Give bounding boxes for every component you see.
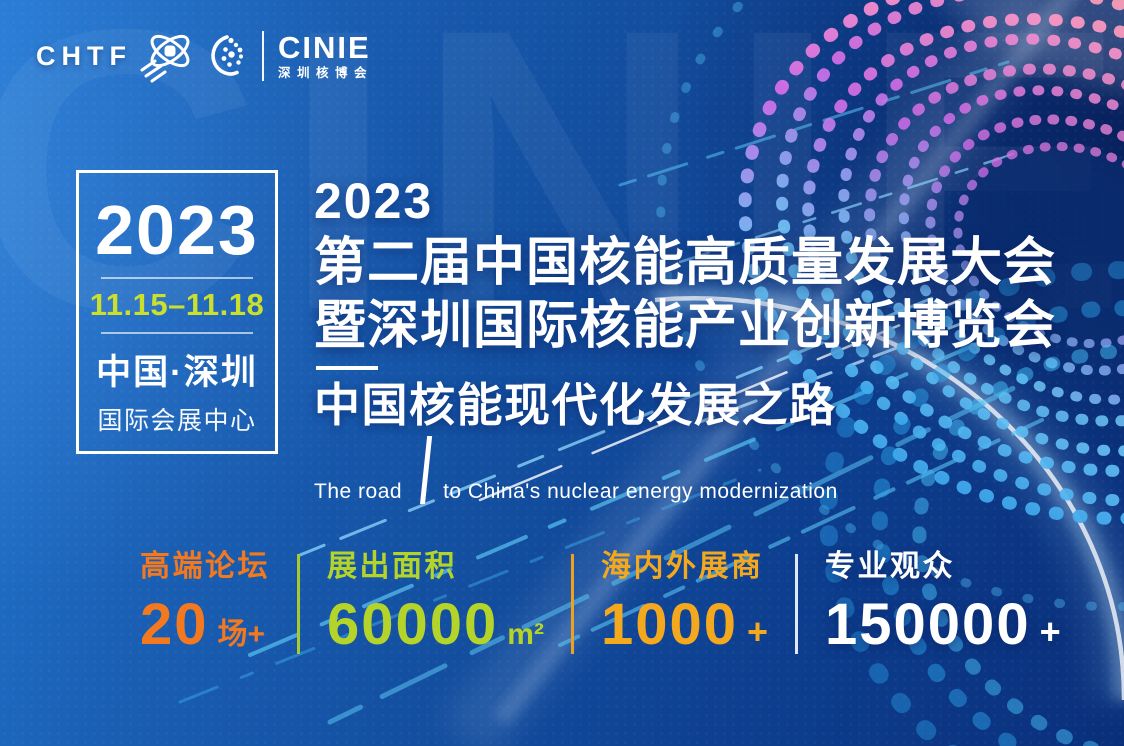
title-block: 2023 第二届中国核能高质量发展大会 暨深圳国际核能产业创新博览会 bbox=[314, 176, 1056, 352]
date-city: 中国·深圳 bbox=[96, 353, 258, 392]
slogan-en-left: The road bbox=[314, 480, 403, 503]
stat-exhibitors-value: 1000 bbox=[600, 592, 738, 657]
chtf-logo-text: CHTF bbox=[36, 40, 132, 71]
slogan-cn: 中国核能现代化发展之路 bbox=[314, 379, 837, 431]
title-line1: 第二届中国核能高质量发展大会 bbox=[314, 234, 1057, 292]
stat-forums-value: 20 bbox=[140, 592, 209, 657]
title-line2: 暨深圳国际核能产业创新博览会 bbox=[314, 297, 1057, 355]
stat-area-value: 60000 bbox=[327, 592, 499, 657]
date-divider-top bbox=[101, 277, 253, 279]
date-box: 2023 11.15–11.18 中国·深圳 国际会展中心 bbox=[76, 170, 278, 454]
stat-forums-label: 高端论坛 bbox=[140, 550, 270, 583]
stat-exhibitors: 海内外展商 1000 + bbox=[601, 552, 768, 654]
stat-forums-suffix: 场+ bbox=[217, 618, 266, 651]
date-range: 11.15–11.18 bbox=[89, 287, 265, 322]
logo-divider bbox=[261, 31, 264, 81]
atom-icon bbox=[140, 34, 190, 83]
stat-exhibitors-label: 海内外展商 bbox=[600, 550, 764, 583]
stat-area-suffix: m² bbox=[507, 618, 544, 651]
date-divider-bottom bbox=[101, 332, 253, 334]
cinie-logo-text: CINIE bbox=[277, 30, 371, 66]
slogan-block: 中国核能现代化发展之路 The road to China's nuclear … bbox=[314, 366, 838, 504]
stats-divider-2 bbox=[570, 554, 574, 654]
stat-visitors-value: 150000 bbox=[825, 592, 1031, 657]
stat-area-label: 展出面积 bbox=[327, 550, 457, 583]
slogan-en: The road to China's nuclear energy moder… bbox=[314, 436, 838, 504]
date-venue: 国际会展中心 bbox=[97, 406, 257, 435]
stat-visitors-suffix: + bbox=[1039, 611, 1061, 652]
stat-visitors: 专业观众 150000 + bbox=[825, 552, 1061, 654]
stat-area: 展出面积 60000 m² bbox=[327, 552, 544, 654]
dot-arcs-bottom bbox=[819, 261, 1124, 746]
stat-forums: 高端论坛 20 场+ bbox=[140, 552, 270, 654]
logo-row: CHTF bbox=[36, 28, 373, 84]
stat-exhibitors-suffix: + bbox=[747, 611, 769, 652]
stats-divider-3 bbox=[795, 554, 799, 654]
light-streaks bbox=[178, 60, 1044, 725]
stats-row: 高端论坛 20 场+ 展出面积 60000 m² 海内外展商 1000 bbox=[140, 552, 1061, 654]
slogan-divider-bar bbox=[420, 436, 433, 504]
date-year: 2023 bbox=[95, 191, 259, 269]
cinie-watermark: CINIE bbox=[0, 0, 1124, 393]
stat-visitors-label: 专业观众 bbox=[825, 550, 956, 583]
stats-divider-1 bbox=[297, 554, 300, 654]
slogan-top-line bbox=[316, 366, 378, 370]
cinie-logo: CINIE 深圳核博会 bbox=[278, 32, 373, 80]
nuclear-expo-icon bbox=[211, 35, 244, 76]
cinie-logo-subtext: 深圳核博会 bbox=[277, 66, 373, 81]
slogan-en-right: to China's nuclear energy modernization bbox=[443, 480, 838, 503]
title-year: 2023 bbox=[314, 173, 434, 229]
